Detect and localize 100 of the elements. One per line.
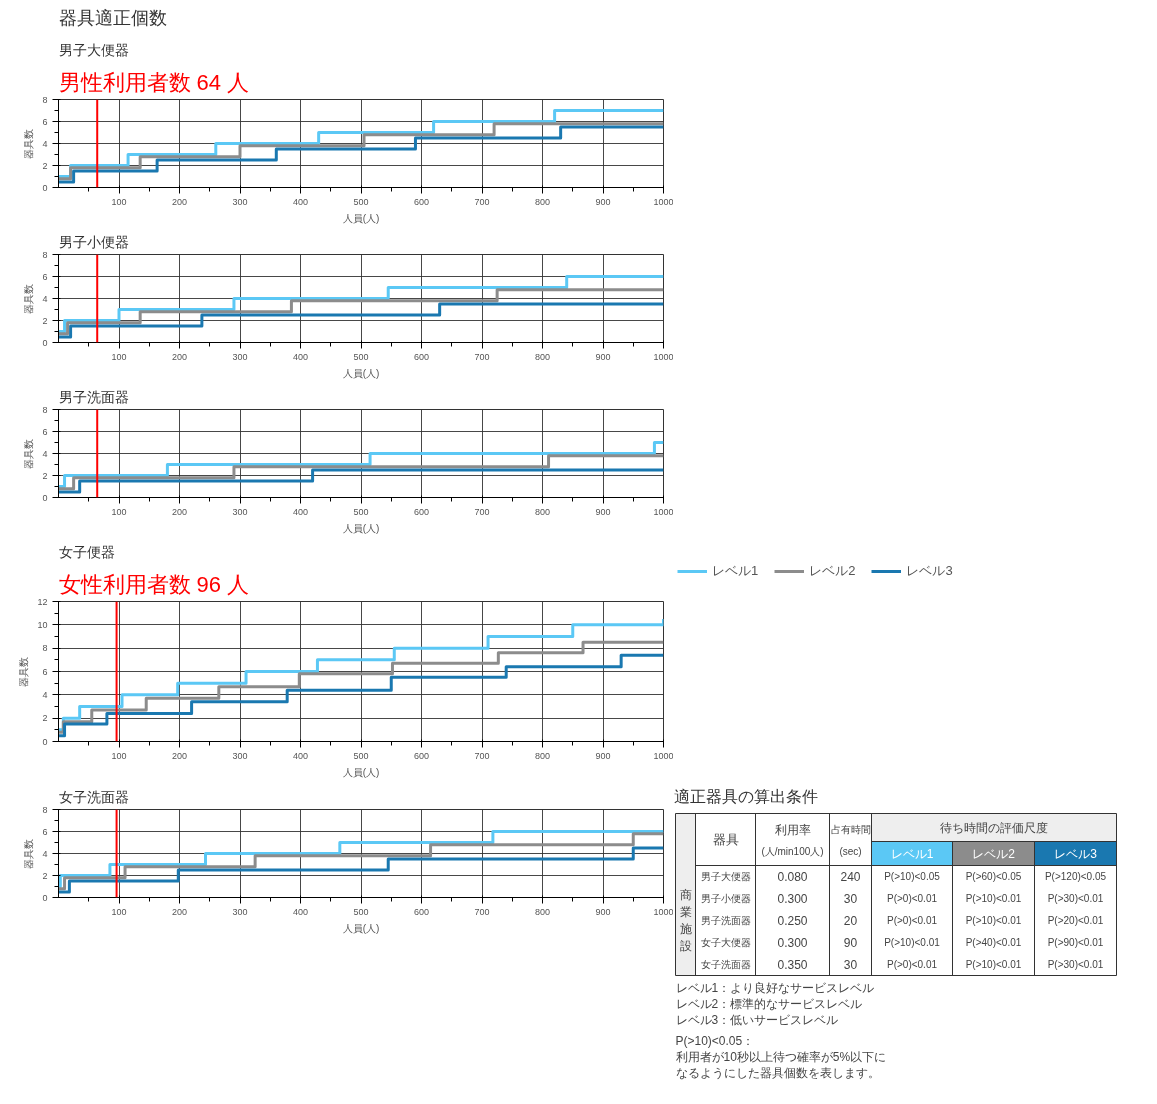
y-tick-label: 2	[42, 713, 48, 724]
x-axis-title: 人員(人)	[342, 922, 380, 934]
y-tick-label: 10	[37, 619, 48, 630]
text: 器具適正個数	[58, 7, 167, 28]
text: 30	[843, 892, 858, 906]
text: 0.250	[777, 914, 808, 928]
x-tick-label: 1000	[653, 906, 674, 917]
text: 0.350	[777, 958, 808, 972]
chart-title: 男子洗面器	[58, 388, 129, 405]
text: レベル2	[972, 846, 1016, 861]
x-tick-label: 1000	[653, 506, 674, 517]
text: 30	[843, 958, 858, 972]
text: P(>60)<0.05	[965, 871, 1022, 882]
y-tick-label: 4	[42, 448, 48, 459]
x-tick-label: 900	[595, 750, 611, 761]
y-tick-label: 4	[42, 293, 48, 304]
y-tick-label: 12	[37, 596, 48, 607]
text: 男子小便器	[700, 893, 751, 904]
text: P(>10)<0.05	[884, 871, 941, 882]
x-tick-label: 800	[534, 196, 551, 207]
y-tick-label: 2	[42, 160, 48, 171]
chart-title: 女子便器	[58, 543, 115, 560]
y-tick-label: 8	[42, 404, 48, 415]
x-tick-label: 200	[171, 750, 188, 761]
text: 利用率	[774, 822, 811, 837]
x-tick-label: 100	[111, 750, 127, 761]
legend-label: レベル1	[712, 561, 759, 580]
text: P(>120)<0.05	[1044, 871, 1107, 882]
x-tick-label: 200	[171, 906, 188, 917]
x-tick-label: 300	[232, 506, 248, 517]
chart-title: 男子大便器	[58, 41, 129, 58]
x-tick-label: 800	[534, 351, 551, 362]
text: レベル2：標準的なサービスレベル	[675, 996, 863, 1011]
y-tick-label: 0	[42, 736, 48, 747]
text: P(>30)<0.01	[1047, 893, 1104, 904]
y-tick-label: 8	[42, 249, 48, 260]
x-tick-label: 500	[353, 196, 369, 207]
text: 男子大便器	[700, 871, 751, 882]
text: 女子洗面器	[700, 959, 751, 970]
x-tick-label: 700	[474, 196, 490, 207]
x-tick-label: 300	[232, 351, 248, 362]
x-tick-label: 300	[232, 750, 248, 761]
text: 240	[840, 870, 861, 884]
y-tick-label: 0	[42, 892, 48, 903]
x-tick-label: 100	[111, 906, 127, 917]
text: P(>10)<0.01	[965, 915, 1022, 926]
text: 適正器具の算出条件	[673, 787, 818, 805]
x-tick-label: 200	[171, 506, 188, 517]
text: P(>40)<0.01	[965, 937, 1022, 948]
text: 0.080	[777, 870, 808, 884]
chart-title: 女子洗面器	[58, 788, 129, 805]
text: 女性利用者数 96 人	[58, 571, 250, 597]
y-axis-title: 器具数	[23, 283, 35, 314]
x-axis-title: 人員(人)	[342, 367, 380, 379]
x-tick-label: 100	[111, 196, 127, 207]
x-tick-label: 600	[413, 906, 430, 917]
y-tick-label: 0	[42, 182, 48, 193]
y-tick-label: 8	[42, 804, 48, 815]
x-tick-label: 900	[595, 351, 611, 362]
x-tick-label: 300	[232, 196, 248, 207]
text: P(>20)<0.01	[1047, 915, 1104, 926]
y-tick-label: 6	[42, 116, 48, 127]
x-axis-title: 人員(人)	[342, 212, 380, 224]
y-tick-label: 0	[42, 492, 48, 503]
text: P(>10)<0.05：	[675, 1033, 755, 1048]
x-tick-label: 300	[232, 906, 248, 917]
legend-label: レベル3	[906, 561, 953, 580]
x-tick-label: 800	[534, 750, 551, 761]
text: P(>10)<0.01	[965, 893, 1022, 904]
x-tick-label: 400	[292, 196, 309, 207]
x-tick-label: 500	[353, 906, 369, 917]
y-tick-label: 6	[42, 426, 48, 437]
text: (sec)	[839, 846, 862, 857]
x-tick-label: 400	[292, 750, 309, 761]
x-tick-label: 100	[111, 506, 127, 517]
x-tick-label: 900	[595, 906, 611, 917]
text: P(>0)<0.01	[886, 959, 938, 970]
x-tick-label: 200	[171, 351, 188, 362]
x-tick-label: 700	[474, 351, 490, 362]
text: なるようにした器具個数を表します。	[675, 1065, 880, 1080]
text: 占有時間	[830, 824, 871, 835]
text: 男性利用者数 64 人	[58, 69, 250, 95]
x-axis-title: 人員(人)	[342, 766, 380, 778]
text: 利用者が10秒以上待つ確率が5%以下に	[675, 1049, 887, 1064]
text: P(>10)<0.01	[884, 937, 941, 948]
y-tick-label: 6	[42, 666, 48, 677]
legend-label: レベル2	[809, 561, 856, 580]
text: レベル1：より良好なサービスレベル	[675, 980, 875, 995]
x-tick-label: 500	[353, 506, 369, 517]
x-tick-label: 700	[474, 750, 490, 761]
x-tick-label: 900	[595, 196, 611, 207]
x-tick-label: 1000	[653, 196, 674, 207]
y-tick-label: 2	[42, 870, 48, 881]
x-tick-label: 500	[353, 750, 369, 761]
text: P(>0)<0.01	[886, 893, 938, 904]
text: P(>0)<0.01	[886, 915, 938, 926]
x-tick-label: 1000	[653, 750, 674, 761]
text: レベル3	[1054, 846, 1098, 861]
y-tick-label: 4	[42, 689, 48, 700]
x-tick-label: 600	[413, 196, 430, 207]
